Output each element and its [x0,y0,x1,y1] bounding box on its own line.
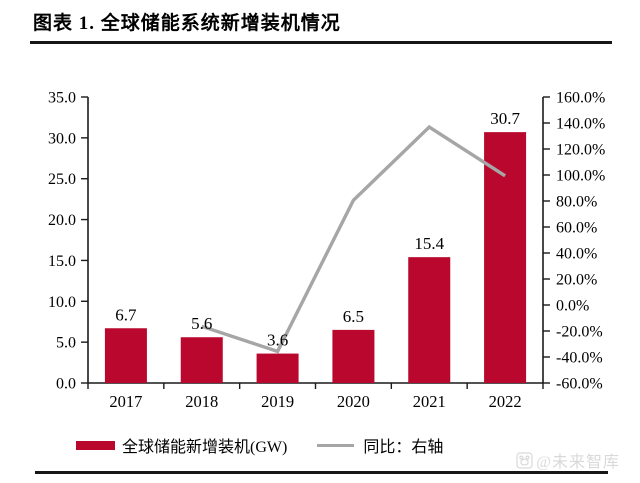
x-axis-ticks [87,383,544,389]
bars-series [104,132,527,383]
svg-text:-20.0%: -20.0% [556,324,603,341]
svg-text:20.0%: 20.0% [556,272,597,289]
x-axis-labels: 2017 2018 2019 2020 2021 2022 [109,392,521,411]
bar-2017 [104,328,147,383]
bar-2018 [180,337,223,383]
svg-text:2020: 2020 [337,392,370,411]
svg-text:0.0: 0.0 [56,376,76,393]
svg-text:6.7: 6.7 [115,305,137,324]
svg-text:10.0: 10.0 [48,294,76,311]
svg-text:15.4: 15.4 [414,234,444,253]
svg-text:6.5: 6.5 [343,307,364,326]
legend-label-bar-series: 全球储能新增装机(GW) [122,439,288,456]
svg-text:5.0: 5.0 [56,335,76,352]
svg-text:25.0: 25.0 [48,171,76,188]
svg-text:0.0%: 0.0% [556,298,589,315]
svg-text:2017: 2017 [109,392,142,411]
svg-text:2018: 2018 [185,392,218,411]
svg-text:30.0: 30.0 [48,130,76,147]
svg-text:2019: 2019 [261,392,294,411]
chart-title: 图表 1. 全球储能系统新增装机情况 [33,13,341,34]
svg-text:160.0%: 160.0% [556,90,605,107]
svg-text:2021: 2021 [413,392,446,411]
axes [87,97,544,384]
svg-text:2022: 2022 [489,392,522,411]
left-axis-ticks: 35.0 30.0 25.0 20.0 15.0 10.0 5.0 0.0 [48,90,88,393]
bar-2019 [256,353,299,383]
line-series-swatch-icon [317,443,355,447]
svg-text:120.0%: 120.0% [556,142,605,159]
paw-icon [516,451,533,469]
bottom-rule [35,471,608,474]
svg-text:60.0%: 60.0% [556,220,597,237]
watermark-text: @未来智库 [536,454,620,471]
svg-text:20.0: 20.0 [48,212,76,229]
legend-item-line-series: 同比：右轴 [317,433,443,457]
svg-text:140.0%: 140.0% [556,116,605,133]
bar-2022 [484,132,527,383]
title-divider-rule [30,41,612,44]
svg-text:-60.0%: -60.0% [556,376,603,393]
svg-text:-40.0%: -40.0% [556,350,603,367]
svg-text:35.0: 35.0 [48,90,76,107]
bar-value-labels: 6.7 5.6 3.6 6.5 15.4 30.7 [115,109,520,349]
bar-2021 [408,257,451,383]
svg-text:5.6: 5.6 [191,314,212,333]
chart-legend: 全球储能新增装机(GW) 同比：右轴 [76,433,443,457]
svg-text:80.0%: 80.0% [556,194,597,211]
svg-text:40.0%: 40.0% [556,246,597,263]
svg-text:100.0%: 100.0% [556,168,605,185]
legend-label-line-series: 同比：右轴 [363,439,444,456]
svg-text:3.6: 3.6 [267,331,288,350]
yoy-line-series [201,124,507,354]
watermark: @未来智库 [516,448,620,472]
bar-2020 [332,329,375,383]
svg-text:15.0: 15.0 [48,253,76,270]
legend-item-bar-series: 全球储能新增装机(GW) [76,433,287,457]
right-axis-ticks: 160.0% 140.0% 120.0% 100.0% 80.0% 60.0% 40.0% 2… [543,90,605,393]
svg-text:30.7: 30.7 [490,109,520,128]
bar-series-swatch-icon [76,440,115,450]
